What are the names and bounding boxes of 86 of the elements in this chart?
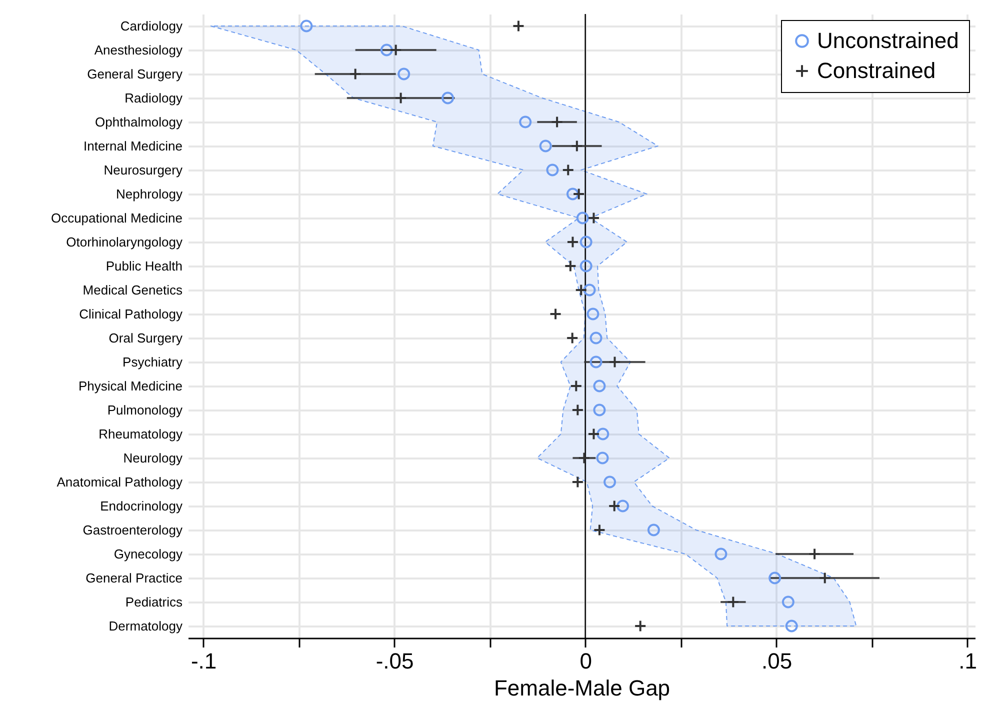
point [726,596,740,608]
y-tick-label: Gastroenterology [82,522,183,538]
y-tick-label: Internal Medicine [84,138,182,154]
y-tick-label: Neurosurgery [104,162,183,178]
point [574,284,588,296]
x-tick-label: .05 [762,648,792,674]
point [566,332,579,344]
y-tick-label: Neurology [123,450,183,466]
y-tick-label: Dermatology [108,618,183,634]
point [300,20,313,32]
point [349,68,362,80]
x-tick-label: 0 [580,648,592,674]
y-tick-label: Otorhinolaryngology [66,234,183,250]
point [782,596,794,608]
point [398,68,410,80]
point [570,380,582,392]
point [546,164,559,176]
point [566,188,579,200]
legend-label: Constrained [817,58,936,83]
y-tick-label: Pediatrics [125,594,183,610]
legend-label: Unconstrained [817,28,959,53]
y-tick-label: Psychiatry [122,354,183,370]
point [576,212,589,224]
point [562,164,574,176]
point [578,452,590,464]
point [590,332,602,344]
point [596,452,609,464]
y-tick-label: Anatomical Pathology [56,474,183,490]
point [634,620,647,632]
point [593,404,606,416]
point [566,236,579,248]
point [608,500,621,512]
point [549,308,562,320]
point [380,44,393,56]
y-tick-label: Clinical Pathology [79,306,183,322]
y-tick-label: Anesthesiology [94,42,183,58]
point [785,620,798,632]
point [571,476,584,488]
point [586,308,600,320]
point [768,572,782,584]
point [564,260,577,272]
point [593,524,606,536]
y-tick-label: General Surgery [87,66,183,82]
point [571,404,584,416]
point [647,524,660,536]
point [587,428,600,440]
y-tick-label: Public Health [106,258,182,274]
point [539,140,552,152]
y-tick-label: Nephrology [116,186,183,202]
point [442,92,454,104]
x-axis-title: Female-Male Gap [494,676,670,700]
point [596,428,610,440]
y-tick-label: Pulmonology [107,402,183,418]
point [512,20,525,32]
y-tick-label: Ophthalmology [95,114,183,130]
point [604,476,616,488]
y-tick-label: Physical Medicine [78,378,182,394]
y-tick-label: Cardiology [120,18,183,34]
y-tick-label: Oral Surgery [108,330,183,346]
point [580,236,592,248]
point [394,92,408,104]
point [616,500,630,512]
point [583,284,596,296]
point [390,44,402,56]
point [580,260,592,272]
point [572,188,586,200]
x-tick-label: -.1 [190,648,217,674]
x-tick-label: .1 [958,648,978,674]
point [587,212,600,224]
y-tick-label: General Practice [86,570,182,586]
point [608,356,621,368]
y-tick-label: Endocrinology [100,498,183,514]
y-tick-label: Occupational Medicine [50,210,182,226]
point [808,548,821,560]
y-tick-label: Gynecology [114,546,183,562]
point [714,548,728,560]
point [550,116,564,128]
point [570,140,584,152]
point [818,572,832,584]
x-tick-label: -.05 [376,648,414,674]
y-tick-label: Medical Genetics [82,282,183,298]
y-tick-label: Rheumatology [98,426,183,442]
point [593,380,606,392]
point [590,356,602,368]
point [519,116,532,128]
y-tick-label: Radiology [124,90,183,106]
